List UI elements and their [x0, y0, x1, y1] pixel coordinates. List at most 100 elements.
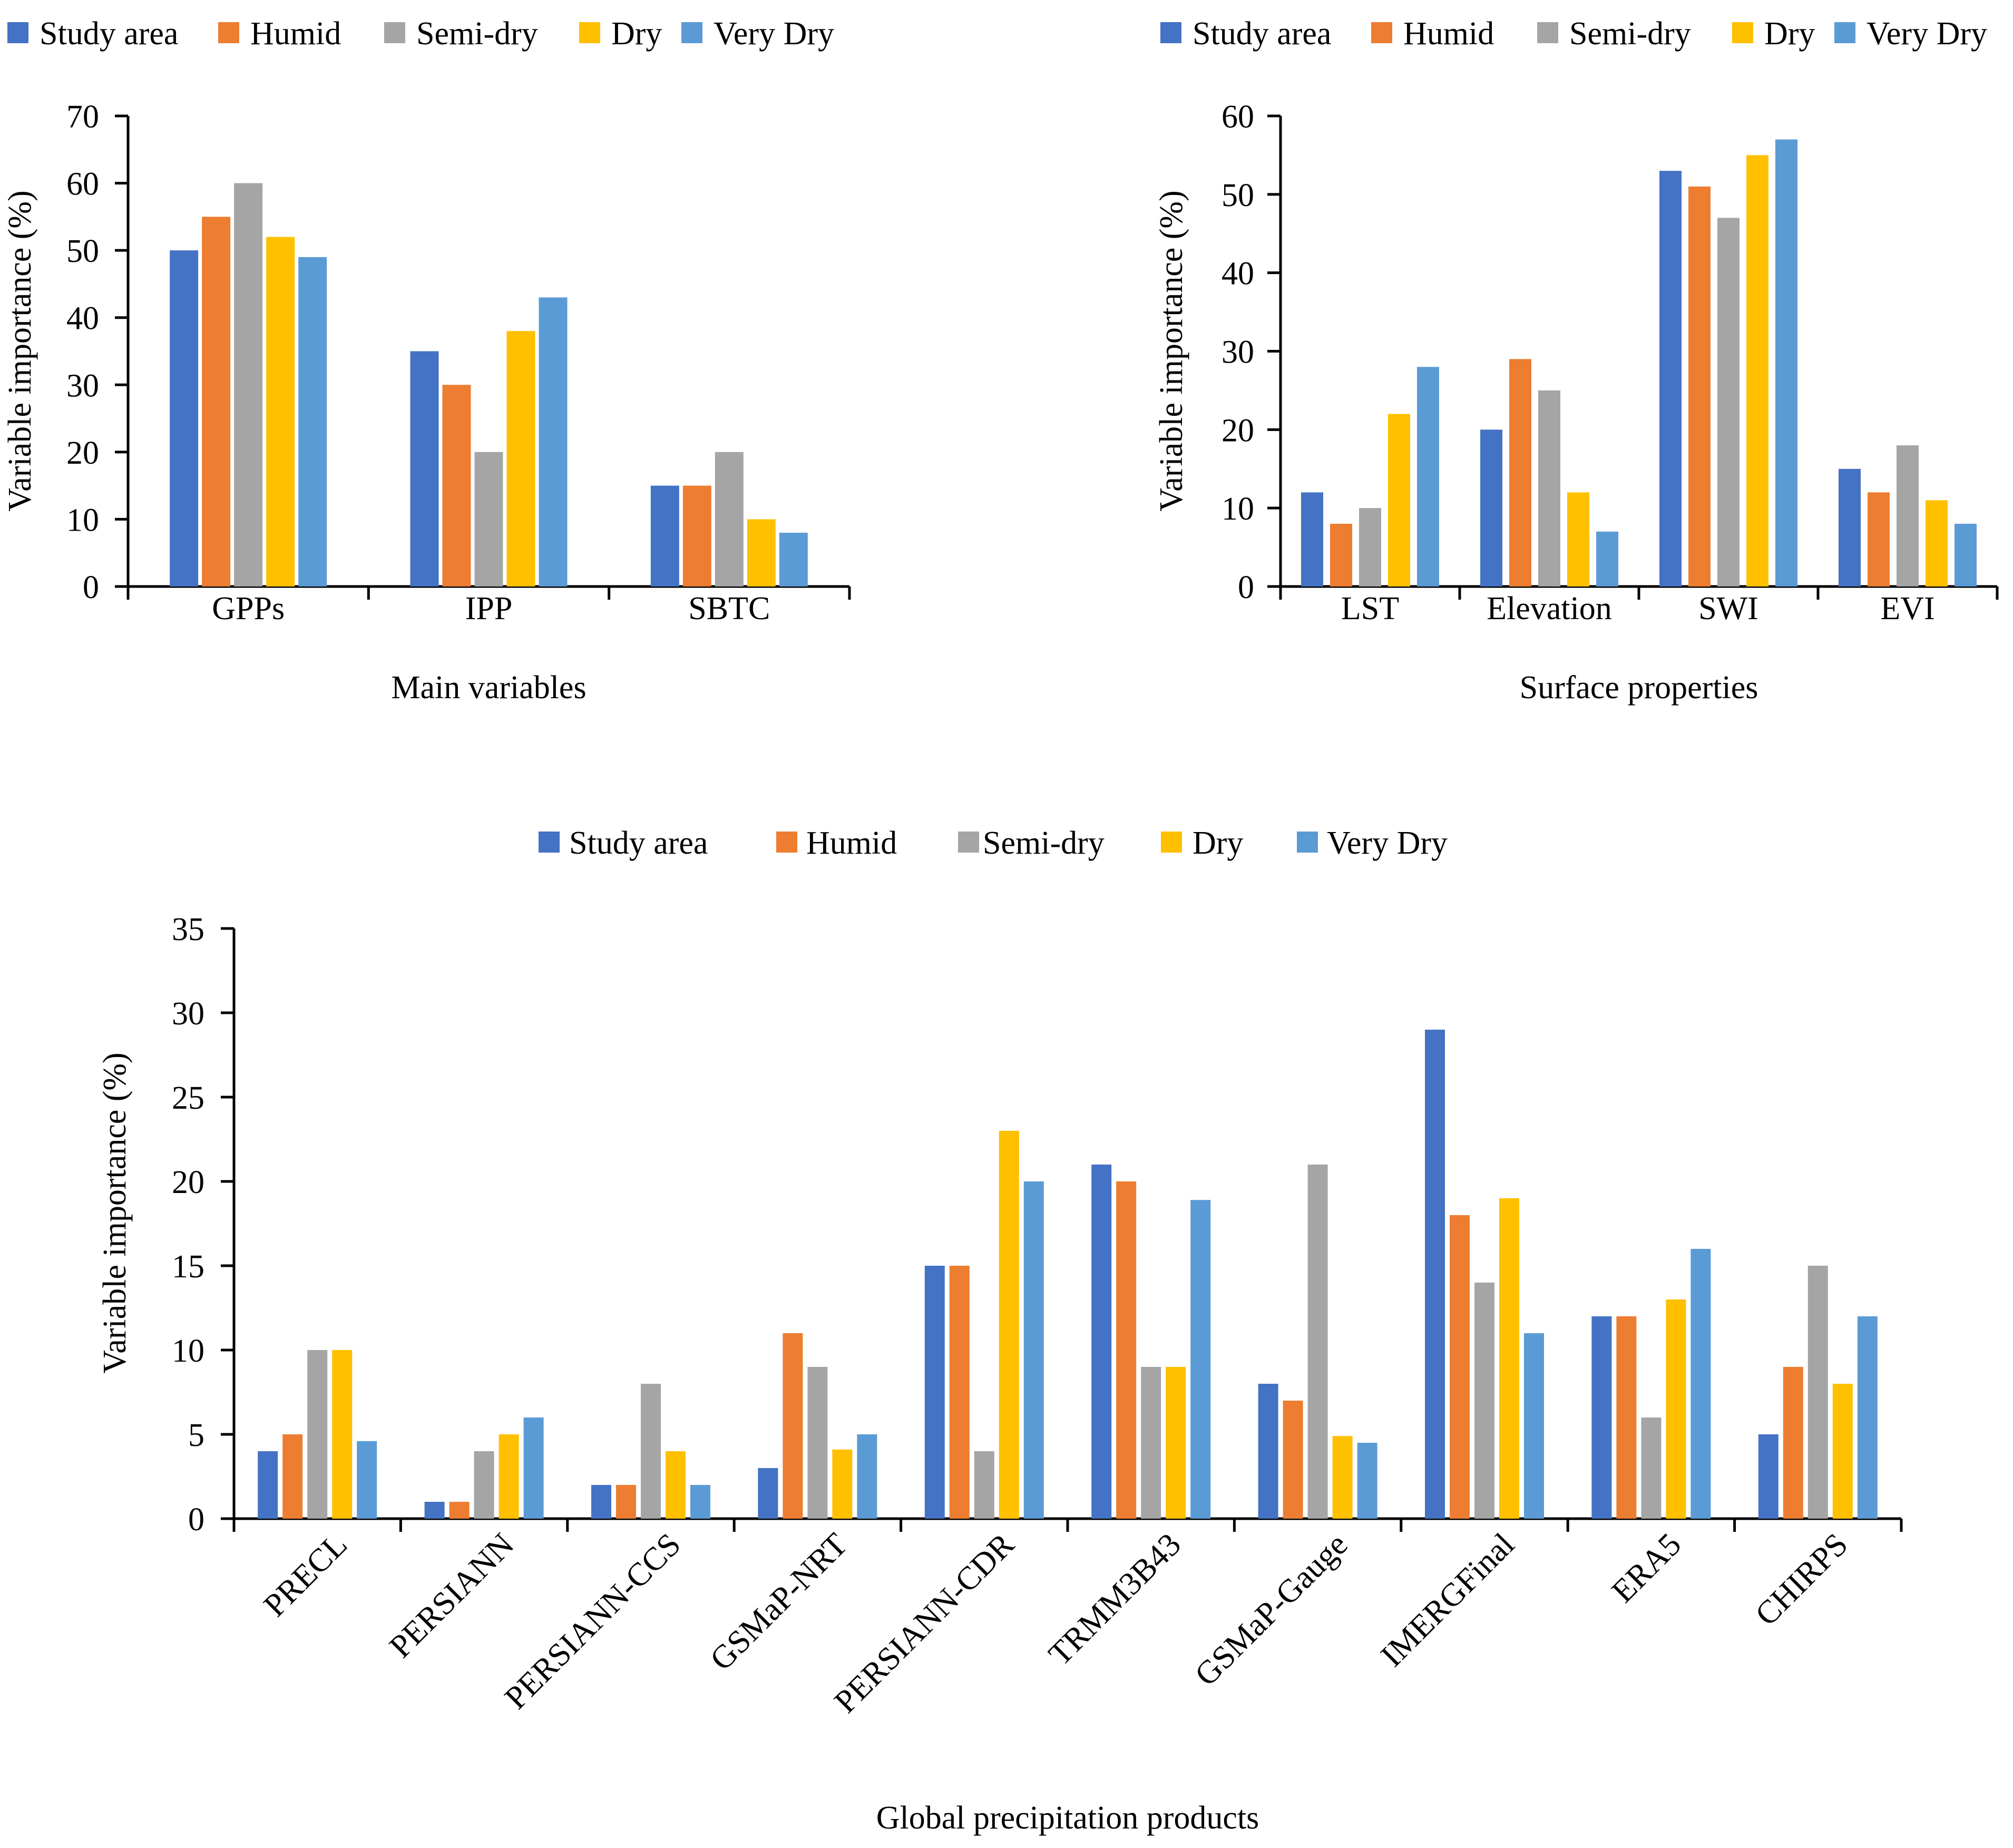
bar-evi-very-dry — [1955, 523, 1977, 586]
x-axis: GPPs IPP SBTC — [126, 585, 851, 627]
y-tick-label: 60 — [1222, 99, 1254, 135]
x-axis-title: Surface properties — [1520, 670, 1758, 706]
bar-chirps-very-dry — [1857, 1316, 1878, 1519]
y-tick-label: 10 — [172, 1333, 204, 1369]
bar-evi-dry — [1926, 500, 1948, 586]
bars — [170, 183, 808, 587]
bar-trmm3b43-study-area — [1091, 1165, 1112, 1519]
bar-lst-humid — [1330, 523, 1352, 586]
bar-gsmap-gauge-very-dry — [1357, 1443, 1377, 1519]
bar-imergfinal-dry — [1499, 1198, 1519, 1519]
bar-persiann-cdr-dry — [999, 1131, 1019, 1519]
bar-precl-study-area — [258, 1451, 278, 1519]
bar-persiann-ccs-humid — [616, 1485, 636, 1519]
legend-swatch-humid — [776, 832, 797, 853]
bar-evi-study-area — [1839, 468, 1861, 586]
y-axis-title: Variable importance (%) — [2, 190, 38, 511]
legend-label-very-dry: Very Dry — [1327, 825, 1448, 861]
legend-swatch-semi-dry — [1537, 22, 1558, 43]
y-tick-label: 70 — [66, 99, 99, 135]
legend-swatch-semi-dry — [384, 22, 405, 43]
x-tick-label-persiann-ccs: PERSIANN-CCS — [498, 1527, 688, 1716]
bar-swi-humid — [1688, 186, 1711, 586]
legend-swatch-semi-dry — [958, 832, 979, 853]
bar-imergfinal-humid — [1450, 1215, 1470, 1519]
bar-gpps-humid — [202, 217, 231, 586]
bar-gsmap-gauge-humid — [1283, 1401, 1303, 1519]
x-tick-label-ipp: IPP — [465, 591, 513, 627]
x-axis-title: Global precipitation products — [876, 1800, 1259, 1836]
y-tick-label: 30 — [66, 368, 99, 404]
bar-persiann-ccs-study-area — [591, 1485, 611, 1519]
y-tick-label: 15 — [172, 1249, 204, 1285]
y-tick-label: 30 — [1222, 335, 1254, 370]
bar-persiann-humid — [449, 1502, 470, 1519]
y-tick-label: 20 — [66, 435, 99, 471]
bar-lst-semi-dry — [1359, 508, 1381, 586]
bar-gsmap-nrt-very-dry — [857, 1434, 877, 1519]
chart-surface-properties: Study area Humid Semi-dry Dry Very Dry 0 10 20 3… — [1154, 16, 1999, 706]
bar-evi-semi-dry — [1897, 445, 1919, 586]
bar-swi-study-area — [1659, 171, 1682, 586]
x-tick-label-sbtc: SBTC — [688, 591, 770, 627]
chart-main-variables: Study area Humid Semi-dry Dry Very Dry 0 10 20 3… — [2, 16, 851, 706]
bar-persiann-dry — [499, 1434, 519, 1519]
bar-era5-semi-dry — [1641, 1417, 1662, 1519]
bar-sbtc-humid — [682, 485, 711, 586]
bar-gpps-dry — [266, 237, 295, 587]
y-tick-label: 10 — [66, 502, 99, 538]
y-tick-label: 0 — [83, 570, 99, 605]
y-tick-label: 35 — [172, 912, 204, 947]
bar-gsmap-gauge-semi-dry — [1307, 1165, 1328, 1519]
bar-trmm3b43-semi-dry — [1141, 1367, 1161, 1519]
legend-label-study-area: Study area — [569, 825, 708, 861]
legend-label-humid: Humid — [1403, 16, 1494, 52]
legend-label-semi-dry: Semi-dry — [1569, 16, 1691, 52]
bar-sbtc-very-dry — [779, 532, 808, 586]
legend-swatch-humid — [1371, 22, 1392, 43]
bar-ipp-very-dry — [539, 297, 568, 586]
bar-sbtc-dry — [747, 519, 776, 586]
bar-gsmap-nrt-dry — [832, 1449, 853, 1519]
bar-sbtc-semi-dry — [715, 452, 744, 586]
legend-label-dry: Dry — [1764, 16, 1815, 52]
bar-elevation-dry — [1567, 492, 1589, 586]
legend-swatch-very-dry — [1297, 832, 1318, 853]
legend-swatch-very-dry — [1834, 22, 1855, 43]
y-tick-label: 50 — [1222, 178, 1254, 213]
bar-gsmap-gauge-study-area — [1258, 1384, 1278, 1519]
y-tick-label: 40 — [1222, 256, 1254, 292]
x-tick-label-era5: ERA5 — [1605, 1527, 1688, 1610]
bar-lst-dry — [1388, 414, 1410, 586]
legend-label-very-dry: Very Dry — [1867, 16, 1987, 52]
bar-ipp-semi-dry — [474, 452, 503, 586]
bar-persiann-cdr-humid — [949, 1266, 970, 1519]
y-axis: 0 5 10 15 20 25 30 35 — [172, 912, 236, 1538]
legend-swatch-study-area — [539, 832, 560, 853]
legend-label-semi-dry: Semi-dry — [416, 16, 538, 52]
y-axis-title: Variable importance (%) — [97, 1052, 133, 1373]
bar-era5-very-dry — [1690, 1249, 1711, 1519]
bar-persiann-ccs-very-dry — [690, 1485, 710, 1519]
bar-sbtc-study-area — [650, 485, 679, 586]
bar-evi-humid — [1868, 492, 1890, 586]
legend-label-dry: Dry — [611, 16, 662, 52]
y-tick-label: 30 — [172, 996, 204, 1032]
bar-precl-semi-dry — [307, 1350, 328, 1519]
bar-precl-humid — [282, 1434, 303, 1519]
bar-gsmap-gauge-dry — [1332, 1436, 1353, 1519]
legend: Study area Humid Semi-dry Dry Very Dry — [7, 16, 834, 52]
bar-imergfinal-very-dry — [1524, 1333, 1544, 1519]
bar-persiann-cdr-semi-dry — [974, 1451, 994, 1519]
legend-label-study-area: Study area — [40, 16, 178, 52]
bar-gpps-semi-dry — [234, 183, 263, 587]
bar-persiann-very-dry — [523, 1417, 544, 1519]
x-tick-label-evi: EVI — [1880, 591, 1934, 627]
bar-trmm3b43-dry — [1166, 1367, 1186, 1519]
bar-persiann-cdr-very-dry — [1023, 1181, 1044, 1519]
bar-persiann-ccs-semi-dry — [641, 1384, 661, 1519]
x-tick-label-elevation: Elevation — [1487, 591, 1612, 627]
x-axis-title: Main variables — [391, 670, 586, 706]
bar-chirps-semi-dry — [1807, 1266, 1828, 1519]
